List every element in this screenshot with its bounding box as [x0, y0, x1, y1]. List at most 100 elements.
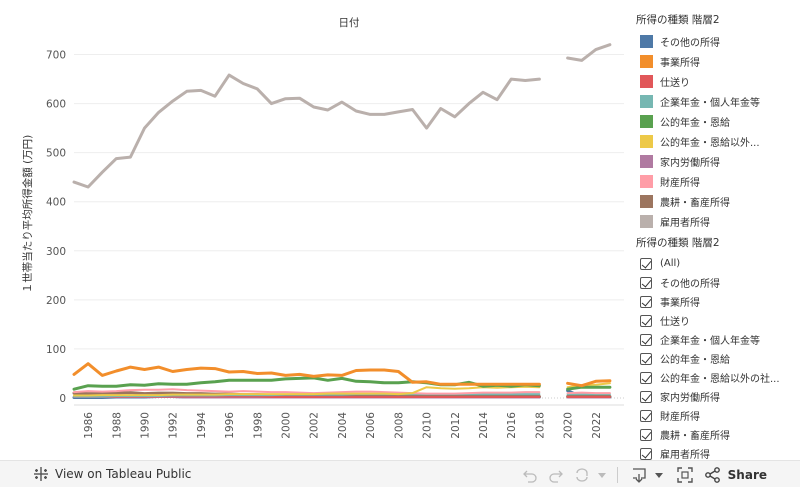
toolbar-divider [616, 466, 618, 483]
filter-item[interactable]: 雇用者所得 [636, 444, 796, 463]
x-tick-label: 2004 [337, 412, 349, 439]
revert-dropdown[interactable] [595, 461, 609, 487]
line-chart: 日付 0 100 200 300 400 500 600 700 1986 1988 1990 1992… [21, 16, 624, 439]
filter-checkbox[interactable] [640, 352, 652, 365]
y-tick-label: 400 [46, 197, 66, 209]
x-tick-label: 1988 [111, 412, 123, 439]
legend-label: 事業所得 [660, 57, 700, 69]
filter-label: 財産所得 [660, 412, 700, 423]
legend-item[interactable]: 財産所得 [636, 171, 796, 191]
legend-swatch [640, 74, 653, 88]
y-tick-label: 0 [59, 393, 66, 405]
legend-item[interactable]: 事業所得 [636, 51, 796, 71]
filter-item[interactable]: 財産所得 [636, 406, 796, 425]
filter-label: 雇用者所得 [660, 450, 710, 461]
color-legend: 所得の種類 階層2 その他の所得 事業所得 仕送り 企業年金・個人年金等 公的年金・恩給… [636, 12, 796, 231]
legend-label: 雇用者所得 [660, 217, 710, 229]
legend-item[interactable]: 公的年金・恩給 [636, 111, 796, 131]
filter-checkbox[interactable] [640, 276, 652, 289]
legend-item[interactable]: 雇用者所得 [636, 211, 796, 231]
download-dropdown[interactable] [652, 461, 666, 487]
download-button[interactable] [626, 461, 652, 487]
filter-checkbox[interactable] [640, 409, 652, 422]
filter-label: (All) [660, 258, 681, 269]
x-tick-label: 2014 [478, 412, 490, 439]
legend-item[interactable]: 仕送り [636, 71, 796, 91]
filter-checkbox[interactable] [640, 295, 652, 308]
y-tick-label: 500 [46, 148, 66, 160]
filter-checkbox[interactable] [640, 428, 652, 441]
x-tick-label: 2006 [365, 412, 377, 439]
filter-item[interactable]: 家内労働所得 [636, 387, 796, 406]
filter-label: 企業年金・個人年金等 [660, 336, 760, 347]
filter-label: その他の所得 [660, 279, 720, 290]
legend-swatch [640, 214, 653, 228]
fullscreen-button[interactable] [672, 461, 698, 487]
legend-item[interactable]: その他の所得 [636, 31, 796, 51]
filter-item[interactable]: (All) [636, 254, 796, 273]
legend-label: 仕送り [660, 77, 690, 89]
filter-checkbox[interactable] [640, 314, 652, 327]
redo-icon [549, 470, 563, 483]
filter-checkbox[interactable] [640, 257, 652, 270]
undo-button[interactable] [517, 461, 543, 487]
filter-item[interactable]: 公的年金・恩給 [636, 349, 796, 368]
legend-item[interactable]: 農耕・畜産所得 [636, 191, 796, 211]
filter-label: 農耕・畜産所得 [660, 431, 730, 442]
view-on-tableau-public-label: View on Tableau Public [55, 467, 192, 481]
legend-item[interactable]: 家内労働所得 [636, 151, 796, 171]
filter-item[interactable]: 事業所得 [636, 292, 796, 311]
x-tick-label: 1986 [83, 412, 95, 439]
view-on-tableau-public-link[interactable]: View on Tableau Public [33, 466, 191, 482]
x-tick-label: 2020 [563, 412, 575, 439]
tableau-toolbar: View on Tableau Public Share [0, 460, 800, 487]
chevron-down-icon [654, 472, 663, 478]
x-tick-label: 1990 [140, 412, 152, 439]
legend-swatch [640, 174, 653, 188]
y-tick-label: 200 [46, 295, 66, 307]
share-icon [704, 466, 720, 483]
filter-label: 公的年金・恩給 [660, 355, 730, 366]
legend-item[interactable]: 公的年金・恩給以外... [636, 131, 796, 151]
legend-item[interactable]: 企業年金・個人年金等 [636, 91, 796, 111]
filter-item[interactable]: 企業年金・個人年金等 [636, 330, 796, 349]
series-line [72, 43, 612, 189]
legend-label: 農耕・畜産所得 [660, 197, 730, 209]
series-line [72, 362, 612, 388]
filter-item[interactable]: 仕送り [636, 311, 796, 330]
filter-item[interactable]: 公的年金・恩給以外の社... [636, 368, 796, 387]
x-tick-label: 2016 [506, 412, 518, 439]
x-tick-label: 2000 [281, 412, 293, 439]
revert-icon [576, 467, 588, 482]
revert-button[interactable] [569, 461, 595, 487]
share-button[interactable]: Share [704, 466, 767, 484]
x-tick-label: 1996 [224, 412, 236, 439]
chart-title: 日付 [339, 16, 360, 29]
legend-swatch [640, 114, 653, 128]
filter-label: 事業所得 [660, 298, 700, 309]
filter-checkbox[interactable] [640, 447, 652, 460]
legend-label: その他の所得 [660, 37, 720, 49]
undo-icon [522, 470, 537, 483]
x-tick-label: 2022 [591, 412, 603, 439]
filter-checkbox[interactable] [640, 390, 652, 403]
legend-swatch [640, 34, 653, 48]
x-tick-label: 1998 [252, 412, 264, 439]
series-line [73, 388, 611, 395]
legend-title: 所得の種類 階層2 [636, 14, 720, 26]
y-tick-label: 100 [46, 344, 66, 356]
fullscreen-icon [676, 466, 693, 483]
redo-button[interactable] [543, 461, 569, 487]
legend-swatch [640, 134, 653, 148]
filter-checkbox[interactable] [640, 371, 652, 384]
filter-item[interactable]: その他の所得 [636, 273, 796, 292]
filter-checkbox[interactable] [640, 333, 652, 346]
x-tick-label: 2018 [534, 412, 546, 439]
x-tick-label: 2008 [393, 412, 405, 439]
legend-label: 公的年金・恩給 [660, 117, 730, 129]
x-tick-label: 2002 [309, 412, 321, 439]
filter-item[interactable]: 農耕・畜産所得 [636, 425, 796, 444]
filter-label: 公的年金・恩給以外の社... [660, 374, 780, 385]
y-tick-label: 300 [46, 246, 66, 258]
y-tick-label: 700 [46, 50, 66, 62]
